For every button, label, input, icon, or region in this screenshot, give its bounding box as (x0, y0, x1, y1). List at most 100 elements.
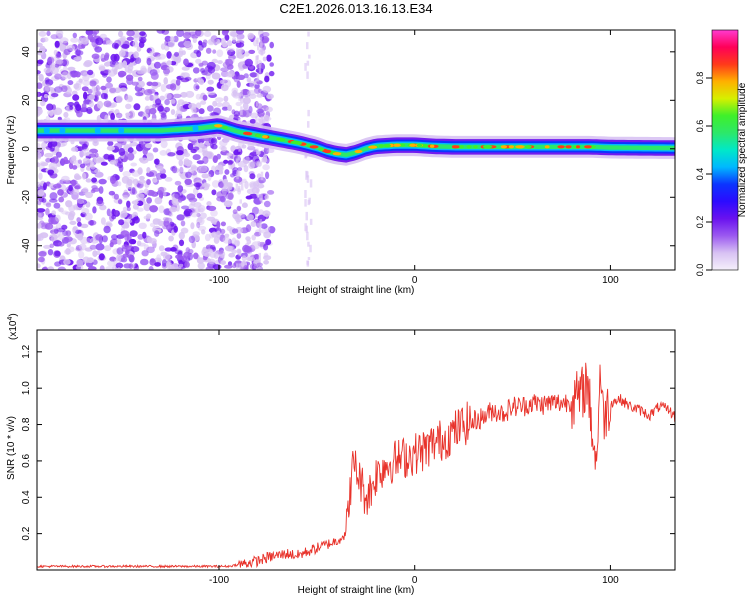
noise-speckle (50, 62, 56, 69)
noise-speckle (126, 30, 135, 37)
noise-column-mark (259, 194, 262, 200)
noise-speckle (137, 168, 143, 175)
noise-speckle (159, 95, 165, 101)
noise-speckle (103, 54, 109, 61)
noise-column-mark (309, 218, 313, 225)
noise-speckle (135, 92, 144, 97)
noise-speckle (262, 37, 269, 44)
noise-speckle (149, 108, 157, 115)
snr-x-axis-label: Height of straight line (km) (298, 585, 415, 596)
noise-speckle (140, 258, 149, 266)
noise-speckle (96, 100, 104, 109)
noise-speckle (37, 146, 43, 153)
snr-y-axis-label: SNR (10 * v/v) (6, 416, 17, 480)
noise-speckle (125, 181, 133, 190)
noise-speckle (243, 165, 249, 173)
noise-speckle (49, 243, 55, 249)
noise-speckle (83, 91, 88, 100)
noise-speckle (89, 219, 94, 226)
noise-speckle (155, 98, 162, 106)
noise-speckle (161, 259, 167, 267)
noise-speckle (87, 69, 94, 76)
noise-speckle (250, 221, 257, 227)
y-tick-label: 0 (21, 146, 32, 152)
noise-speckle (224, 34, 230, 41)
noise-speckle (231, 36, 237, 43)
noise-speckle (131, 200, 139, 205)
ridge-peak (451, 145, 461, 149)
noise-speckle (199, 212, 207, 219)
noise-speckle (55, 53, 62, 59)
noise-speckle (81, 143, 89, 150)
noise-speckle (77, 233, 84, 241)
noise-speckle (74, 229, 82, 234)
noise-speckle (219, 140, 228, 147)
noise-speckle (88, 266, 97, 270)
noise-speckle (113, 210, 119, 216)
noise-speckle (146, 57, 152, 66)
noise-speckle (198, 40, 203, 46)
noise-speckle (229, 30, 239, 37)
noise-speckle (263, 114, 270, 122)
colorbar-ticks: 0.0 0.2 0.4 0.6 0.8 (695, 72, 712, 276)
noise-speckle (156, 30, 166, 34)
noise-speckle (91, 177, 97, 183)
noise-speckle (160, 113, 167, 121)
ridge-peak (222, 126, 228, 130)
noise-speckle (154, 55, 162, 60)
noise-speckle (202, 156, 209, 165)
ridge-peak (324, 149, 332, 154)
noise-speckle (47, 169, 55, 175)
noise-speckle (148, 266, 154, 270)
noise-speckle (122, 171, 132, 177)
noise-column-mark (306, 260, 310, 267)
spectrogram-ticks: -100 0 100 -40 -20 0 20 40 (21, 30, 675, 286)
noise-speckle (87, 88, 93, 94)
noise-speckle (171, 165, 178, 174)
noise-speckle (51, 156, 59, 164)
noise-column-mark (260, 43, 263, 52)
noise-speckle (162, 217, 169, 222)
noise-speckle (126, 200, 131, 208)
noise-speckle (192, 67, 200, 74)
noise-column-mark (236, 48, 239, 57)
y-tick-label: -20 (21, 190, 32, 205)
noise-speckle (69, 70, 74, 77)
spectrogram-frame (36, 29, 676, 271)
noise-speckle (82, 157, 91, 164)
noise-speckle (171, 197, 180, 206)
noise-speckle (160, 251, 168, 257)
noise-speckle (158, 186, 165, 195)
noise-speckle (146, 197, 153, 204)
noise-speckle (69, 220, 77, 225)
noise-speckle (227, 70, 235, 78)
y-tick-label: 0.4 (21, 490, 32, 504)
noise-column-mark (236, 241, 239, 246)
snr-series-line (37, 362, 675, 569)
noise-speckle (125, 112, 131, 117)
noise-speckle (227, 160, 234, 164)
noise-speckle (224, 233, 230, 238)
svg-text:(x104): (x104) (7, 313, 19, 340)
noise-speckle (115, 262, 124, 269)
noise-speckle (147, 88, 156, 94)
noise-speckle (125, 74, 134, 81)
colorbar-tick-label: 0.8 (695, 72, 705, 85)
noise-speckle (82, 172, 87, 180)
noise-speckle (196, 221, 201, 229)
noise-speckle (190, 164, 197, 170)
noise-speckle (95, 243, 105, 251)
noise-speckle (264, 75, 270, 83)
noise-speckle (74, 175, 82, 181)
noise-speckle (123, 218, 133, 224)
noise-speckle (220, 84, 229, 92)
noise-speckle (140, 141, 147, 149)
noise-speckle (213, 236, 220, 244)
noise-speckle (44, 77, 50, 83)
noise-speckle (116, 254, 122, 262)
noise-speckle (99, 265, 105, 270)
ridge-peak (262, 135, 268, 139)
noise-speckle (89, 244, 98, 250)
noise-speckle (37, 189, 45, 197)
noise-speckle (209, 244, 216, 250)
